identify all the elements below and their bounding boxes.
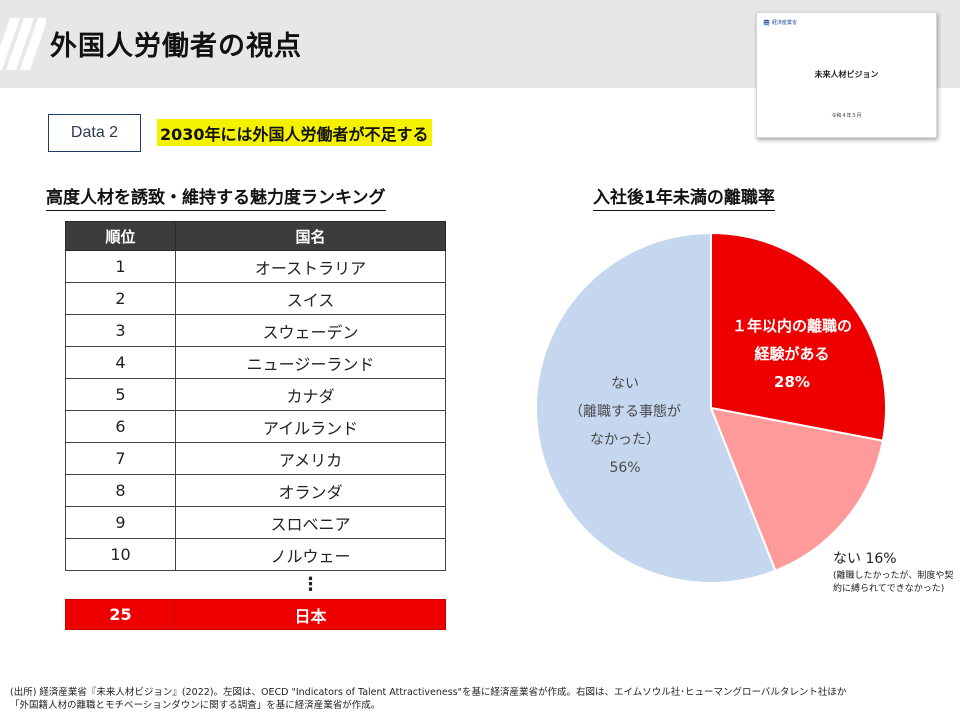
- country-cell: オーストラリア: [175, 250, 446, 283]
- table-row: 1 オーストラリア: [65, 250, 446, 283]
- slice-label-no-need: ない （離職する事態が なかった） 56%: [555, 370, 695, 482]
- ellipsis-row: ⋮: [65, 570, 446, 600]
- ministry-logo-icon: [763, 19, 770, 26]
- rank-cell: 4: [65, 346, 176, 379]
- footnote-line: (出所) 経済産業省『未来人材ビジョン』(2022)。左図は、OECD "Ind…: [10, 687, 847, 698]
- country-cell: ニュージーランド: [175, 346, 446, 379]
- table-row: 2 スイス: [65, 282, 446, 315]
- japan-country-cell: 日本: [175, 599, 446, 630]
- ministry-logo-text: 経済産業省: [772, 20, 798, 26]
- slice-label-wanted-but-couldnt: ない 16% (離職したかったが、制度や契約に縛られてできなかった): [833, 548, 960, 596]
- ellipsis-spacer: [65, 570, 176, 600]
- japan-rank-cell: 25: [65, 599, 176, 630]
- slice-label-value: 28%: [774, 373, 810, 391]
- rank-cell: 1: [65, 250, 176, 283]
- rank-cell: 9: [65, 506, 176, 539]
- slice-label-line: ない: [611, 376, 639, 392]
- table-row: 3 スウェーデン: [65, 314, 446, 347]
- report-cover-thumbnail: 経済産業省 未来人材ビジョン 令和４年５月: [756, 12, 937, 138]
- slice-label-line: なかった）: [590, 432, 660, 448]
- ranking-title: 高度人材を誘致・維持する魅力度ランキング: [46, 183, 386, 211]
- ellipsis-mark: ⋮: [175, 570, 446, 600]
- source-footnote: (出所) 経済産業省『未来人材ビジョン』(2022)。左図は、OECD "Ind…: [10, 686, 955, 712]
- slice-label-note: (離職したかったが、制度や契約に縛られてできなかった): [833, 571, 954, 594]
- slice-label-line: １年以内の離職の: [731, 317, 852, 335]
- stripes-decoration: [0, 18, 46, 70]
- slice-label-line: （離職する事態が: [569, 404, 681, 420]
- table-row: 9 スロベニア: [65, 506, 446, 539]
- slice-label-value: 56%: [609, 460, 641, 476]
- country-cell: オランダ: [175, 474, 446, 507]
- slice-label-line: 経験がある: [754, 345, 830, 363]
- table-row: 10 ノルウェー: [65, 538, 446, 571]
- country-cell: アイルランド: [175, 410, 446, 443]
- table-row: 8 オランダ: [65, 474, 446, 507]
- page-title: 外国人労働者の視点: [50, 31, 302, 62]
- country-cell: スイス: [175, 282, 446, 315]
- rank-cell: 5: [65, 378, 176, 411]
- slice-label-left-within-year: １年以内の離職の 経験がある 28%: [712, 312, 872, 396]
- rank-cell: 6: [65, 410, 176, 443]
- rank-cell: 7: [65, 442, 176, 475]
- country-cell: ノルウェー: [175, 538, 446, 571]
- footnote-line: 「外国籍人材の離職とモチベーションダウンに関する調査」を基に経済産業省が作成。: [10, 700, 381, 711]
- table-row: 5 カナダ: [65, 378, 446, 411]
- country-cell: アメリカ: [175, 442, 446, 475]
- table-row: 7 アメリカ: [65, 442, 446, 475]
- column-header-rank: 順位: [65, 221, 176, 251]
- rank-cell: 8: [65, 474, 176, 507]
- rank-cell: 3: [65, 314, 176, 347]
- cover-date: 令和４年５月: [831, 113, 862, 119]
- turnover-pie-chart: [534, 231, 887, 584]
- headline-highlight: 2030年には外国人労働者が不足する: [157, 119, 432, 146]
- country-cell: スロベニア: [175, 506, 446, 539]
- slice-label-main: ない 16%: [833, 551, 897, 567]
- table-row: 6 アイルランド: [65, 410, 446, 443]
- data-badge: Data 2: [48, 114, 141, 152]
- rank-cell: 10: [65, 538, 176, 571]
- table-row: 4 ニュージーランド: [65, 346, 446, 379]
- ministry-logo: 経済産業省: [763, 19, 797, 26]
- pie-slice-left-within-year: [710, 231, 887, 442]
- column-header-country: 国名: [175, 221, 446, 251]
- country-cell: カナダ: [175, 378, 446, 411]
- pie-slice-no-need: [534, 231, 777, 584]
- chart-title: 入社後1年未満の離職率: [593, 183, 775, 211]
- cover-title: 未来人材ビジョン: [814, 70, 879, 79]
- table-header-row: 順位 国名: [65, 221, 446, 251]
- rank-cell: 2: [65, 282, 176, 315]
- country-cell: スウェーデン: [175, 314, 446, 347]
- japan-row: 25 日本: [65, 599, 446, 630]
- pie-slice-wanted-but-couldnt: [709, 406, 885, 573]
